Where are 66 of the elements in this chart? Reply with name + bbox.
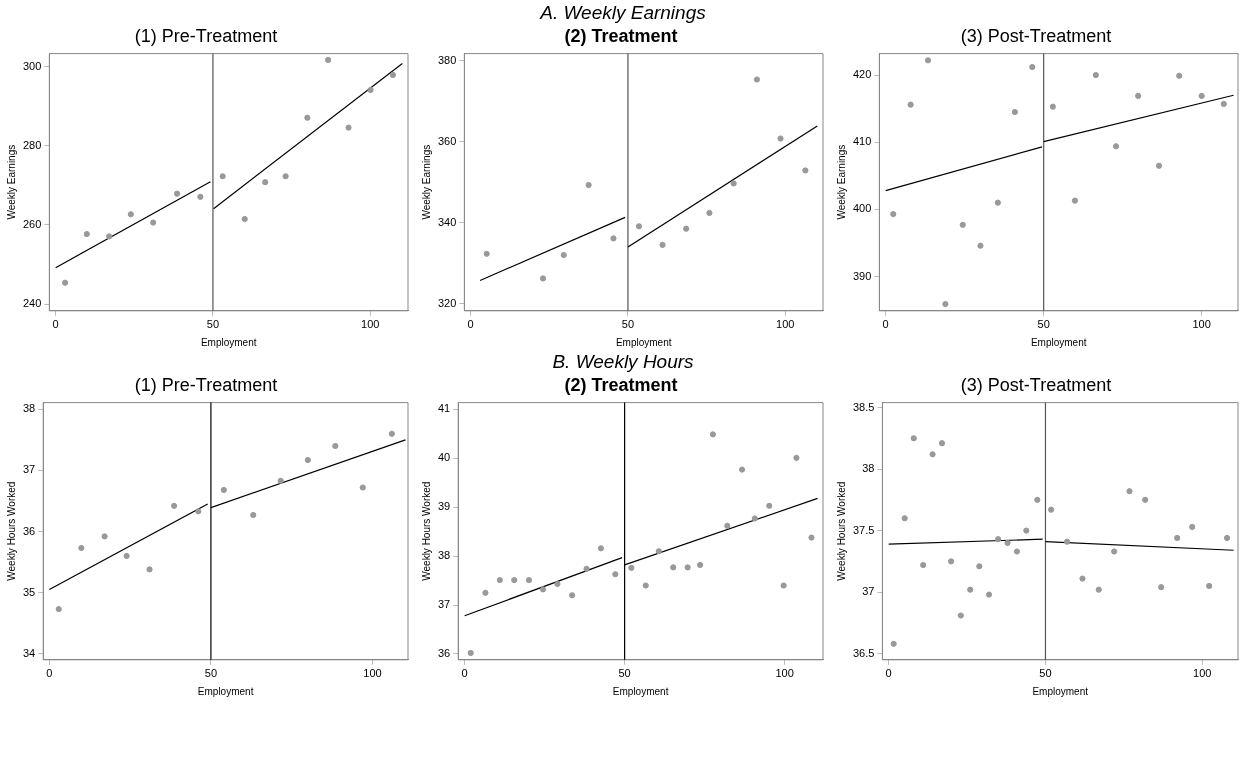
x-axis-title: Employment: [1032, 685, 1089, 697]
x-tick-label: 0: [461, 667, 468, 680]
x-tick-label: 0: [46, 667, 53, 680]
y-tick-label: 35: [22, 585, 36, 598]
x-axis-title: Employment: [197, 685, 254, 697]
y-tick-label: 37.5: [852, 523, 875, 536]
x-tick-label: 0: [467, 318, 474, 331]
y-axis-title: Weekly Earnings: [835, 144, 847, 220]
x-tick-label: 50: [206, 318, 220, 331]
y-tick-label: 38: [437, 549, 451, 562]
x-tick-label: 100: [1193, 667, 1212, 680]
y-tick-label: 340: [437, 215, 457, 228]
y-tick-label: 34: [22, 646, 36, 659]
y-axis-title: Weekly Earnings: [5, 144, 17, 220]
x-tick-label: 100: [361, 318, 380, 331]
x-axis-title: Employment: [612, 685, 669, 697]
x-tick-label: 100: [363, 667, 382, 680]
y-tick-label: 260: [22, 217, 42, 230]
y-tick-label: 280: [22, 138, 42, 151]
y-tick-label: 38.5: [852, 400, 875, 413]
y-axis-title: Weekly Hours Worked: [835, 481, 847, 581]
x-tick-label: 50: [618, 667, 631, 680]
y-tick-label: 37: [22, 463, 36, 476]
x-tick-label: 100: [776, 318, 795, 331]
y-tick-label: 39: [437, 500, 451, 513]
y-axis-title: Weekly Earnings: [420, 144, 432, 220]
y-tick-label: 37: [437, 598, 451, 611]
y-axis-title: Weekly Hours Worked: [5, 481, 17, 581]
chart-title: (1) Pre-Treatment: [134, 25, 278, 46]
chart-title: (2) Treatment: [564, 374, 678, 395]
y-tick-label: 320: [437, 296, 457, 309]
x-tick-label: 0: [885, 667, 892, 680]
x-axis-title: Employment: [1030, 336, 1087, 348]
x-tick-label: 0: [882, 318, 889, 331]
y-tick-label: 38: [22, 402, 36, 415]
y-tick-label: 380: [437, 53, 457, 66]
y-axis-title: Weekly Hours Worked: [420, 481, 432, 581]
chart-title: (3) Post-Treatment: [960, 25, 1112, 46]
x-axis-title: Employment: [615, 336, 672, 348]
chart-title: (1) Pre-Treatment: [134, 374, 278, 395]
x-tick-label: 50: [1039, 667, 1052, 680]
chart-title: (3) Post-Treatment: [960, 374, 1112, 395]
x-tick-label: 100: [1192, 318, 1211, 331]
y-tick-label: 36: [22, 524, 36, 537]
y-tick-label: 36.5: [852, 646, 875, 659]
y-tick-label: 300: [22, 59, 42, 72]
text: A. Weekly Earnings: [538, 2, 707, 24]
x-tick-label: 50: [621, 318, 635, 331]
y-tick-label: 240: [22, 297, 42, 310]
x-tick-label: 0: [52, 318, 59, 331]
y-tick-label: 38: [862, 462, 875, 475]
x-tick-label: 50: [204, 667, 218, 680]
y-tick-label: 41: [437, 402, 451, 415]
x-tick-label: 50: [1037, 318, 1050, 331]
y-tick-label: 37: [862, 585, 875, 598]
y-tick-label: 400: [852, 202, 872, 215]
y-tick-label: 36: [437, 646, 451, 659]
y-tick-label: 390: [852, 269, 872, 282]
y-tick-label: 360: [437, 134, 457, 147]
y-tick-label: 40: [437, 451, 451, 464]
y-tick-label: 410: [852, 135, 872, 148]
text: B. Weekly Hours: [551, 351, 695, 373]
y-tick-label: 420: [852, 68, 872, 81]
chart-title: (2) Treatment: [564, 25, 678, 46]
x-tick-label: 100: [775, 667, 794, 680]
x-axis-title: Employment: [200, 336, 257, 348]
